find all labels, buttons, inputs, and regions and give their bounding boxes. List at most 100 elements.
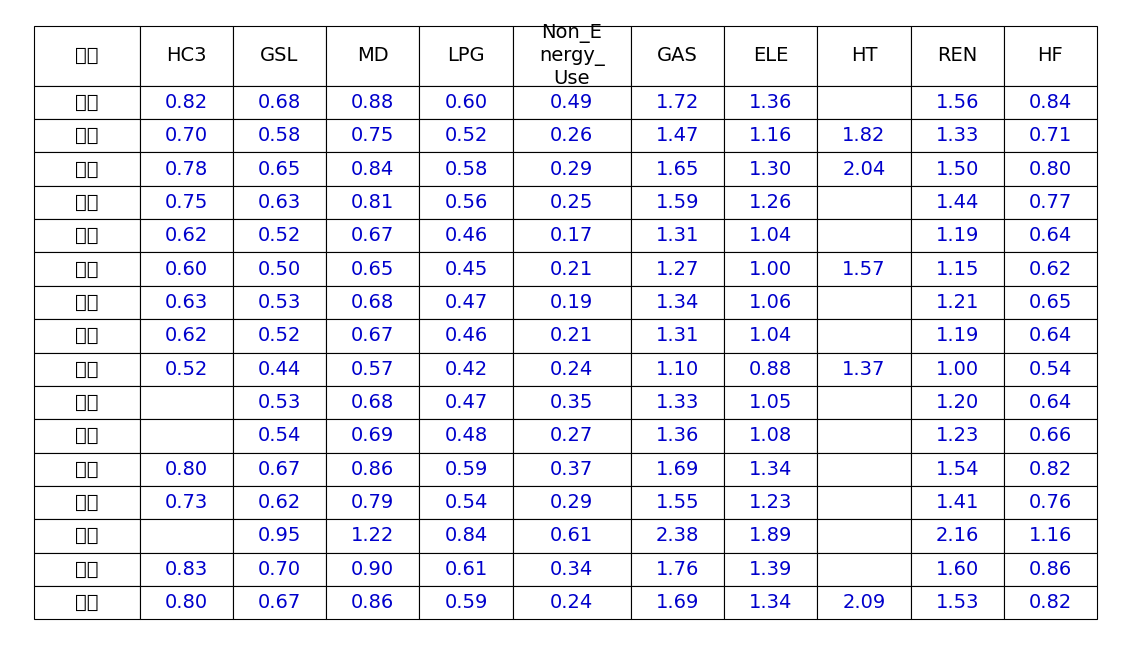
Bar: [724, 586, 818, 619]
Text: 충북: 충북: [75, 593, 98, 612]
Bar: [1004, 86, 1097, 119]
Text: 0.62: 0.62: [165, 226, 208, 245]
Bar: [910, 553, 1004, 586]
Bar: [420, 519, 512, 553]
Bar: [233, 186, 326, 219]
Bar: [326, 26, 420, 86]
Text: 0.54: 0.54: [444, 493, 487, 512]
Bar: [420, 353, 512, 386]
Bar: [139, 26, 233, 86]
Bar: [1004, 419, 1097, 453]
Text: 경북: 경북: [75, 193, 98, 212]
Text: 1.27: 1.27: [656, 260, 699, 279]
Bar: [724, 86, 818, 119]
Text: 0.67: 0.67: [351, 326, 395, 345]
Text: 1.20: 1.20: [935, 393, 978, 412]
Bar: [1004, 553, 1097, 586]
Bar: [34, 26, 139, 86]
Text: 0.75: 0.75: [351, 126, 395, 145]
Text: 0.52: 0.52: [165, 360, 208, 379]
Bar: [631, 26, 724, 86]
Text: 0.58: 0.58: [258, 126, 301, 145]
Bar: [512, 419, 631, 453]
Text: 1.04: 1.04: [749, 326, 793, 345]
Text: 0.68: 0.68: [351, 293, 395, 312]
Text: Non_E
nergy_
Use: Non_E nergy_ Use: [538, 24, 605, 88]
Bar: [326, 586, 420, 619]
Bar: [724, 252, 818, 286]
Text: 1.54: 1.54: [935, 460, 979, 479]
Bar: [631, 419, 724, 453]
Bar: [139, 186, 233, 219]
Text: 1.06: 1.06: [749, 293, 793, 312]
Bar: [1004, 586, 1097, 619]
Text: 0.21: 0.21: [550, 326, 594, 345]
Bar: [631, 86, 724, 119]
Text: 0.66: 0.66: [1029, 426, 1072, 445]
Text: 전남: 전남: [75, 460, 98, 479]
Bar: [724, 26, 818, 86]
Bar: [910, 453, 1004, 486]
Bar: [512, 386, 631, 419]
Bar: [326, 353, 420, 386]
Text: 0.64: 0.64: [1029, 393, 1072, 412]
Bar: [910, 119, 1004, 152]
Text: 0.80: 0.80: [1029, 160, 1072, 179]
Text: 0.77: 0.77: [1029, 193, 1072, 212]
Text: 0.47: 0.47: [444, 293, 487, 312]
Bar: [326, 453, 420, 486]
Text: 0.53: 0.53: [258, 293, 301, 312]
Bar: [326, 286, 420, 319]
Bar: [233, 252, 326, 286]
Bar: [139, 353, 233, 386]
Text: 0.62: 0.62: [258, 493, 301, 512]
Bar: [724, 219, 818, 252]
Text: 0.56: 0.56: [444, 193, 487, 212]
Text: 1.16: 1.16: [749, 126, 793, 145]
Bar: [326, 186, 420, 219]
Bar: [139, 386, 233, 419]
Text: 0.21: 0.21: [550, 260, 594, 279]
Bar: [326, 419, 420, 453]
Bar: [139, 286, 233, 319]
Text: 0.69: 0.69: [351, 426, 395, 445]
Bar: [818, 26, 910, 86]
Text: 0.52: 0.52: [258, 226, 301, 245]
Text: 0.62: 0.62: [1029, 260, 1072, 279]
Bar: [818, 119, 910, 152]
Bar: [34, 553, 139, 586]
Bar: [233, 353, 326, 386]
Text: 경남: 경남: [75, 160, 98, 179]
Bar: [910, 186, 1004, 219]
Bar: [818, 519, 910, 553]
Text: 0.90: 0.90: [352, 560, 395, 579]
Bar: [326, 386, 420, 419]
Bar: [233, 519, 326, 553]
Bar: [233, 26, 326, 86]
Text: 1.55: 1.55: [656, 493, 699, 512]
Bar: [420, 319, 512, 353]
Text: 0.52: 0.52: [258, 326, 301, 345]
Text: 0.24: 0.24: [550, 593, 594, 612]
Bar: [631, 286, 724, 319]
Text: MD: MD: [357, 46, 389, 65]
Bar: [326, 119, 420, 152]
Bar: [420, 419, 512, 453]
Bar: [631, 152, 724, 186]
Bar: [1004, 252, 1097, 286]
Text: 0.65: 0.65: [258, 160, 301, 179]
Bar: [512, 486, 631, 519]
Text: 0.63: 0.63: [258, 193, 301, 212]
Bar: [34, 86, 139, 119]
Text: 0.75: 0.75: [165, 193, 208, 212]
Text: 1.59: 1.59: [656, 193, 699, 212]
Text: 1.50: 1.50: [935, 160, 978, 179]
Bar: [233, 386, 326, 419]
Text: 1.31: 1.31: [656, 226, 699, 245]
Text: 강원: 강원: [75, 93, 98, 112]
Text: 0.68: 0.68: [258, 93, 301, 112]
Bar: [818, 186, 910, 219]
Bar: [233, 319, 326, 353]
Bar: [34, 353, 139, 386]
Text: 0.84: 0.84: [1029, 93, 1072, 112]
